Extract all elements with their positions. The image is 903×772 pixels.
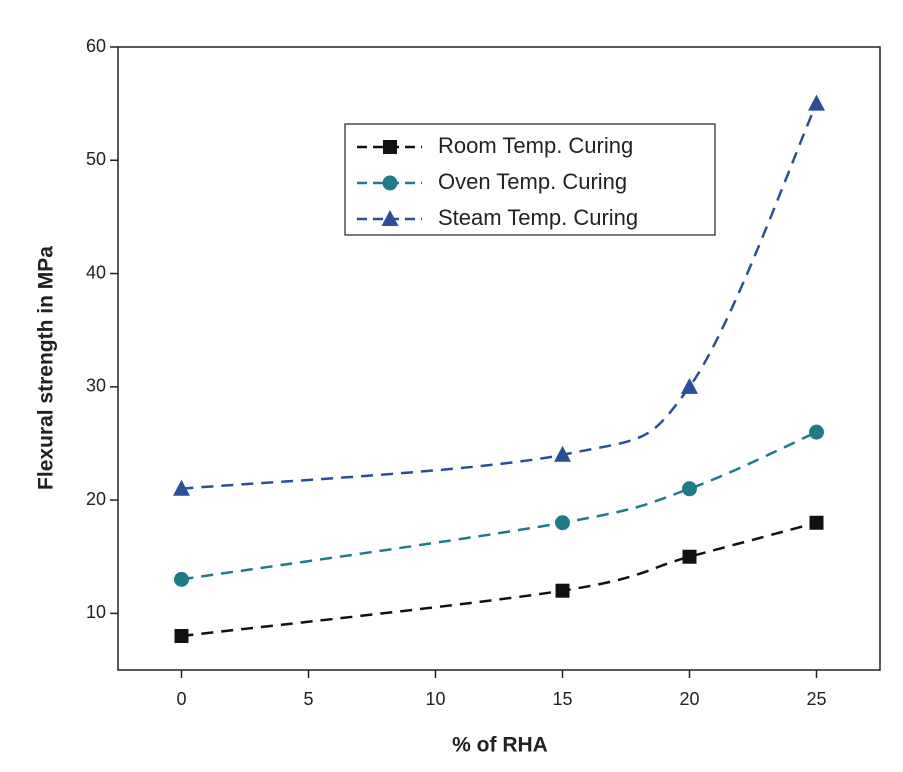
y-tick-label: 30 xyxy=(86,376,106,396)
data-point xyxy=(682,481,697,497)
series-line xyxy=(181,521,817,638)
data-point xyxy=(809,424,824,440)
data-point xyxy=(808,94,825,111)
plot-frame xyxy=(117,46,881,671)
legend-label: Oven Temp. Curing xyxy=(438,169,627,194)
y-axis-title: Flexural strength in MPa xyxy=(35,246,58,490)
x-tick-label: 5 xyxy=(303,689,313,709)
legend-label: Steam Temp. Curing xyxy=(438,205,638,230)
data-point xyxy=(555,515,570,531)
series-line xyxy=(181,430,818,581)
series-line xyxy=(181,103,818,491)
legend-label: Room Temp. Curing xyxy=(438,133,633,158)
x-tick-label: 10 xyxy=(425,689,445,709)
y-tick-label: 20 xyxy=(86,489,106,509)
x-tick-label: 15 xyxy=(552,689,572,709)
data-point xyxy=(555,583,570,598)
legend-marker xyxy=(382,175,398,191)
x-axis-title: % of RHA xyxy=(452,734,548,757)
legend-marker xyxy=(381,210,399,226)
x-tick-label: 20 xyxy=(679,689,699,709)
data-point xyxy=(554,445,571,462)
y-tick-label: 10 xyxy=(86,602,106,622)
data-point xyxy=(681,377,698,394)
x-tick-label: 0 xyxy=(176,689,186,709)
y-tick-label: 60 xyxy=(86,36,106,56)
legend-marker xyxy=(383,140,397,154)
y-tick-label: 50 xyxy=(86,149,106,169)
legend-box xyxy=(344,123,716,236)
y-tick-label: 40 xyxy=(86,262,106,282)
data-point xyxy=(682,549,697,564)
data-point xyxy=(173,479,190,496)
data-point xyxy=(809,515,824,530)
x-tick-label: 25 xyxy=(806,689,826,709)
data-point xyxy=(174,629,189,644)
data-point xyxy=(174,571,189,587)
